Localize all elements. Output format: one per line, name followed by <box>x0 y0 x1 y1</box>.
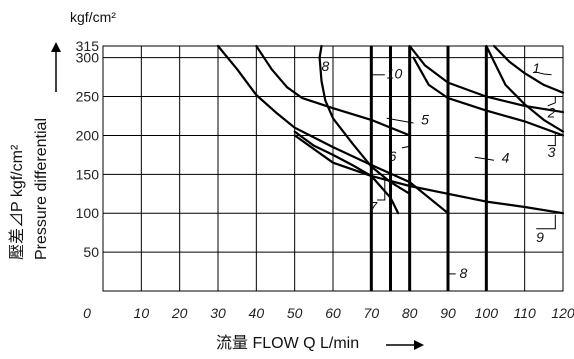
x-tick-label: 20 <box>171 305 188 321</box>
annotation-label-6: 6 <box>389 148 397 164</box>
x-tick-label: 70 <box>364 305 380 321</box>
series-6-line <box>216 44 450 215</box>
annotation-label-8: 8 <box>322 58 330 74</box>
annotation-leader-7 <box>377 180 386 201</box>
series-2-line <box>408 44 565 114</box>
annotation-leader-2 <box>547 96 556 107</box>
annotation-label-9: 9 <box>536 229 544 245</box>
annotation-label-4: 4 <box>502 150 510 166</box>
y-tick-label: 100 <box>76 205 100 221</box>
y-axis-title: 壓差⊿P kgf/cm² Pressure differential <box>8 118 50 260</box>
series-3-line <box>485 44 565 133</box>
x-axis-arrow <box>386 340 424 350</box>
annotation-label-1: 1 <box>532 60 540 76</box>
y-axis-label-jp: 壓差⊿P kgf/cm² <box>8 144 26 260</box>
annotation-leader-5 <box>386 117 414 124</box>
x-tick-label: 50 <box>287 305 303 321</box>
annotation-leader-4 <box>474 156 495 161</box>
y-axis-label-en: Pressure differential <box>33 118 50 260</box>
y-tick-label: 200 <box>76 127 100 143</box>
y-axis-arrow <box>51 42 61 92</box>
series-1-line <box>492 44 565 94</box>
x-tick-label: 40 <box>249 305 265 321</box>
x-tick-label: 10 <box>134 305 150 321</box>
vertical-limit-lines <box>369 46 488 291</box>
series-9-line <box>293 134 565 215</box>
annotation-leader-6 <box>401 137 411 149</box>
x-tick-label: 90 <box>440 305 456 321</box>
annotation-label-2: 2 <box>547 105 556 121</box>
series-7-line <box>293 130 400 215</box>
annotation-leader-3 <box>547 133 556 147</box>
x-tick-label: 100 <box>475 305 499 321</box>
x-tick-label: 120 <box>551 305 574 321</box>
annotation-label-10: 10 <box>387 66 403 82</box>
y-tick-label: 50 <box>83 244 99 260</box>
x-ticks: 0 10 20 30 40 50 60 70 80 90 100 110 120 <box>83 305 574 321</box>
x-tick-label: 110 <box>514 305 537 321</box>
x-tick-label: 60 <box>325 305 341 321</box>
annotation-label-5: 5 <box>421 112 429 128</box>
x-axis-label: 流量 FLOW Q L/min <box>216 334 359 352</box>
series-8-line <box>318 44 411 195</box>
y-unit-label: kgf/cm² <box>70 9 116 25</box>
annotation-label-7: 7 <box>369 199 378 215</box>
y-tick-label: 150 <box>76 166 100 182</box>
annotation-label-3: 3 <box>548 144 556 160</box>
series-5-line <box>255 44 411 137</box>
x-tick-label: 0 <box>83 305 91 321</box>
x-tick-label: 30 <box>210 305 226 321</box>
x-tick-label: 80 <box>402 305 418 321</box>
y-tick-label: 300 <box>76 50 100 66</box>
curve-annotations: 1 2 3 4 5 6 7 8 8 9 10 <box>322 58 556 281</box>
annotation-label-8: 8 <box>460 265 468 281</box>
series-curves <box>216 44 565 215</box>
y-tick-label: 250 <box>76 89 100 105</box>
grid <box>102 45 564 292</box>
annotation-leader-9 <box>536 214 556 230</box>
series-4-line <box>412 56 565 137</box>
y-tick-label: 315 <box>76 38 100 54</box>
annotation-leader-1 <box>534 71 552 76</box>
